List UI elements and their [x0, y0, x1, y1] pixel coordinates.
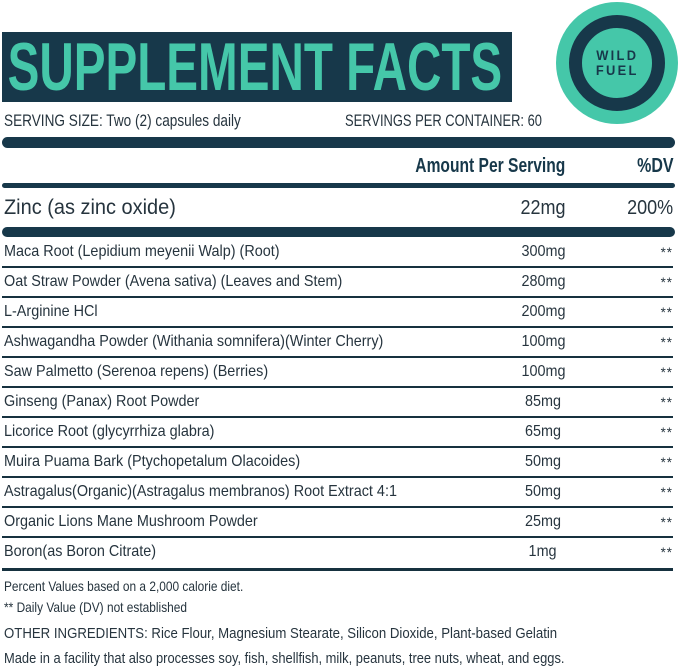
ingredient-name: Oat Straw Powder (Avena sativa) (Leaves …: [4, 273, 343, 290]
ingredient-row: L-Arginine HCl 200mg **: [2, 298, 673, 328]
logo-word-fuel: FUEL: [595, 62, 639, 78]
ingredient-dv: **: [660, 484, 673, 500]
ingredient-dv: **: [660, 274, 673, 290]
ingredient-amount: 300mg: [520, 243, 566, 260]
ingredient-dv: **: [660, 334, 673, 350]
nutrient-amount: 22mg: [520, 197, 566, 219]
ingredient-row: Astragalus(Organic)(Astragalus membranos…: [2, 478, 673, 508]
logo-wordmark: WILD FUEL: [596, 48, 639, 78]
column-header-dv: %DV: [637, 155, 674, 177]
logo-word-wild: WILD: [595, 47, 639, 63]
ingredient-name: Saw Palmetto (Serenoa repens) (Berries): [4, 363, 269, 380]
ingredient-name: Muira Puama Bark (Ptychopetalum Olacoide…: [4, 453, 301, 470]
divider-medium: [2, 183, 675, 188]
nutrient-name: Zinc (as zinc oxide): [4, 196, 176, 219]
footnote-percent-values: Percent Values based on a 2,000 calorie …: [4, 578, 244, 594]
ingredient-name: Maca Root (Lepidium meyenii Walp) (Root): [4, 243, 280, 260]
divider-thick-mid: [2, 227, 675, 237]
ingredient-amount: 85mg: [524, 393, 562, 410]
ingredient-name: L-Arginine HCl: [4, 303, 98, 320]
ingredient-dv: **: [660, 424, 673, 440]
ingredient-row: Saw Palmetto (Serenoa repens) (Berries) …: [2, 358, 673, 388]
ingredient-name: Ashwagandha Powder (Withania somnifera)(…: [4, 333, 384, 350]
ingredient-dv: **: [660, 514, 673, 530]
ingredient-row: Ginseng (Panax) Root Powder 85mg **: [2, 388, 673, 418]
ingredient-amount: 200mg: [520, 303, 566, 320]
serving-size-text: SERVING SIZE: Two (2) capsules daily: [4, 111, 241, 130]
ingredient-row: Muira Puama Bark (Ptychopetalum Olacoide…: [2, 448, 673, 478]
ingredient-dv: **: [660, 304, 673, 320]
title-bar: SUPPLEMENT FACTS: [2, 32, 512, 102]
ingredient-name: Licorice Root (glycyrrhiza glabra): [4, 423, 215, 440]
ingredient-row: Boron(as Boron Citrate) 1mg **: [2, 538, 673, 568]
ingredient-name: Organic Lions Mane Mushroom Powder: [4, 513, 258, 530]
ingredient-amount: 50mg: [524, 483, 562, 500]
ingredient-amount: 100mg: [520, 363, 566, 380]
ingredient-dv: **: [660, 244, 673, 260]
ingredient-row: Maca Root (Lepidium meyenii Walp) (Root)…: [2, 238, 673, 268]
column-header-amount: Amount Per Serving: [415, 155, 565, 177]
ingredient-row: Organic Lions Mane Mushroom Powder 25mg …: [2, 508, 673, 538]
wild-fuel-logo: WILD FUEL: [556, 2, 678, 124]
ingredient-dv: **: [660, 394, 673, 410]
allergen-statement: Made in a facility that also processes s…: [4, 650, 565, 667]
primary-nutrient-row: Zinc (as zinc oxide) 22mg 200%: [2, 191, 673, 225]
ingredient-amount: 1mg: [528, 543, 558, 560]
ingredient-amount: 25mg: [524, 513, 562, 530]
ingredient-dv: **: [660, 544, 673, 560]
ingredient-name: Boron(as Boron Citrate): [4, 543, 157, 560]
ingredient-rows: Maca Root (Lepidium meyenii Walp) (Root)…: [2, 238, 673, 571]
page-title: SUPPLEMENT FACTS: [7, 32, 503, 102]
ingredient-amount: 280mg: [520, 273, 566, 290]
other-ingredients-text: OTHER INGREDIENTS: Rice Flour, Magnesium…: [4, 625, 558, 642]
ingredient-dv: **: [660, 454, 673, 470]
ingredient-amount: 65mg: [524, 423, 562, 440]
divider-thick-top: [2, 137, 675, 148]
logo-ring-icon: WILD FUEL: [569, 15, 665, 111]
nutrient-dv: 200%: [626, 197, 673, 219]
ingredient-row: Oat Straw Powder (Avena sativa) (Leaves …: [2, 268, 673, 298]
ingredient-name: Astragalus(Organic)(Astragalus membranos…: [4, 483, 397, 500]
ingredient-row: Ashwagandha Powder (Withania somnifera)(…: [2, 328, 673, 358]
servings-per-container-text: SERVINGS PER CONTAINER: 60: [345, 111, 542, 130]
ingredient-dv: **: [660, 364, 673, 380]
ingredient-amount: 50mg: [524, 453, 562, 470]
footnote-daily-value: ** Daily Value (DV) not established: [4, 599, 188, 615]
ingredient-row: Licorice Root (glycyrrhiza glabra) 65mg …: [2, 418, 673, 448]
ingredient-amount: 100mg: [520, 333, 566, 350]
ingredient-name: Ginseng (Panax) Root Powder: [4, 393, 200, 410]
